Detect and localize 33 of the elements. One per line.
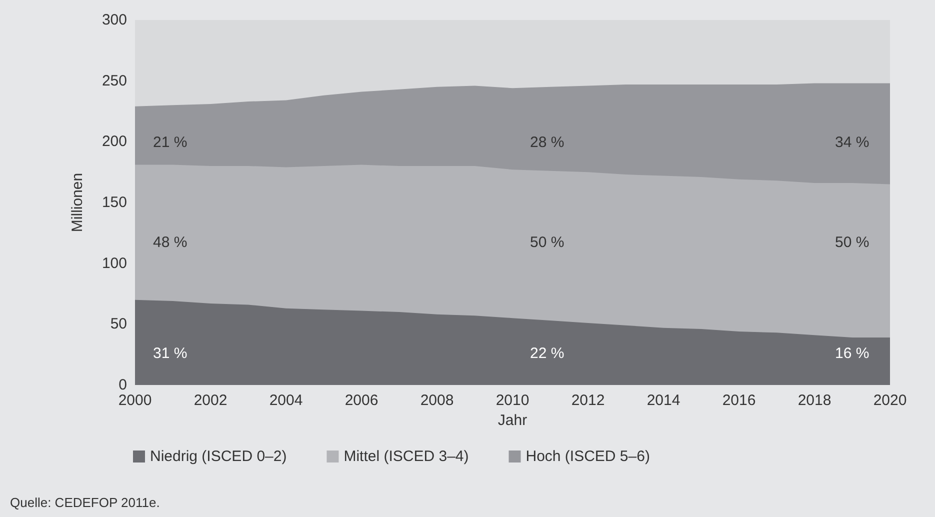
x-tick-label: 2000 (118, 392, 152, 409)
y-tick-label: 150 (102, 194, 127, 211)
x-tick-label: 2004 (269, 392, 303, 409)
legend-label: Mittel (ISCED 3–4) (344, 448, 469, 465)
x-axis-title: Jahr (498, 412, 528, 429)
x-tick-label: 2010 (496, 392, 530, 409)
x-tick-label: 2018 (798, 392, 832, 409)
annotation: 21 % (153, 134, 188, 151)
y-tick-label: 300 (102, 12, 127, 28)
annotation: 16 % (835, 345, 870, 362)
x-tick-label: 2008 (420, 392, 454, 409)
legend-label: Hoch (ISCED 5–6) (526, 448, 650, 465)
x-tick-label: 2002 (194, 392, 228, 409)
legend-label: Niedrig (ISCED 0–2) (150, 448, 287, 465)
source-note: Quelle: CEDEFOP 2011e. (10, 495, 160, 510)
annotation: 31 % (153, 345, 188, 362)
annotation: 22 % (530, 345, 564, 362)
y-tick-label: 100 (102, 254, 127, 272)
y-tick-label: 50 (110, 316, 127, 333)
annotation: 48 % (153, 234, 188, 251)
x-tick-label: 2012 (571, 392, 605, 409)
annotation: 50 % (530, 234, 564, 251)
x-tick-label: 2020 (873, 392, 907, 409)
annotation: 34 % (835, 134, 870, 151)
annotation: 28 % (530, 134, 564, 151)
x-tick-label: 2006 (344, 392, 378, 409)
annotation: 50 % (835, 234, 870, 251)
y-tick-label: 0 (118, 376, 127, 394)
y-axis-title: Millionen (69, 172, 86, 232)
x-tick-label: 2014 (646, 392, 680, 409)
y-tick-label: 200 (102, 133, 127, 150)
y-tick-label: 250 (102, 72, 127, 90)
x-tick-label: 2016 (722, 392, 756, 409)
